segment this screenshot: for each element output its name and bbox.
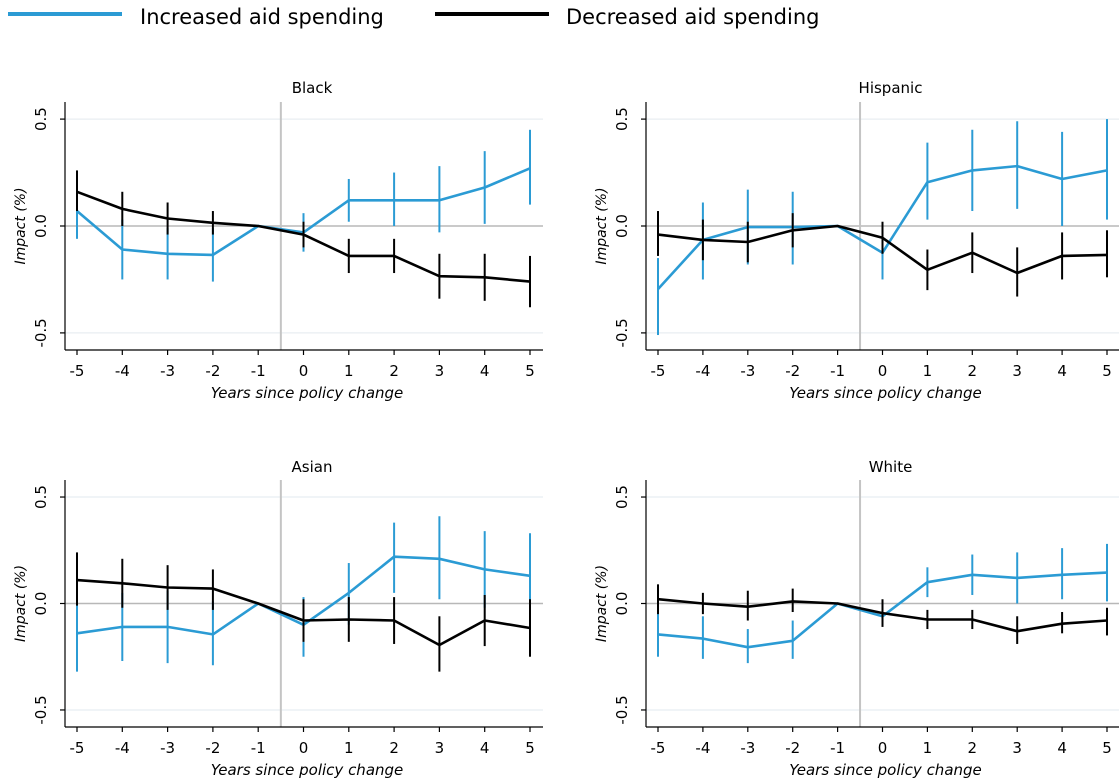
panel-black: Black -0.5 0.0 0.5 Impact (%) -5 -4 -3 -2 -1 0 1 2 3 4… <box>13 79 543 402</box>
y-tick-label: -0.5 <box>32 695 50 724</box>
x-axis-title: Years since policy change <box>211 761 404 779</box>
x-tick-label: -3 <box>160 739 175 757</box>
series-increased <box>76 516 531 672</box>
x-tick-label: 5 <box>525 739 535 757</box>
x-tick-label: -5 <box>651 362 666 380</box>
x-tick-label: -5 <box>651 739 666 757</box>
x-tick-label: 3 <box>435 362 445 380</box>
x-tick-label: 0 <box>299 739 309 757</box>
x-axis-title: Years since policy change <box>789 761 982 779</box>
panel-title: White <box>869 458 913 476</box>
x-axis-title: Years since policy change <box>211 384 404 402</box>
x-tick-label: -1 <box>251 739 266 757</box>
x-tick-label: -2 <box>785 362 800 380</box>
y-tick-label: 0.5 <box>613 485 631 509</box>
series-decreased <box>657 584 1108 644</box>
y-tick-label: 0.5 <box>613 107 631 131</box>
x-tick-label: 5 <box>525 362 535 380</box>
x-tick-label: -2 <box>205 362 220 380</box>
x-tick-label: 3 <box>1012 739 1022 757</box>
x-tick-label: -4 <box>115 362 130 380</box>
y-tick-label: 0.0 <box>613 592 631 616</box>
panel-white: White -0.5 0.0 0.5 Impact (%) -5 -4 -3 -2 -1 0 1 2 3 4… <box>594 458 1119 779</box>
x-tick-label: 4 <box>1057 739 1067 757</box>
x-tick-label: 2 <box>389 362 399 380</box>
x-tick-label: -5 <box>70 362 85 380</box>
legend: Increased aid spending Decreased aid spen… <box>8 5 819 29</box>
y-tick-label: 0.0 <box>613 214 631 238</box>
x-tick-label: -4 <box>695 739 710 757</box>
x-tick-label: 1 <box>344 739 354 757</box>
panel-title: Hispanic <box>859 79 923 97</box>
y-tick-label: 0.5 <box>32 107 50 131</box>
x-tick-label: 4 <box>1057 362 1067 380</box>
series-increased <box>76 129 531 282</box>
x-tick-label: 4 <box>480 739 490 757</box>
x-tick-label: 2 <box>389 739 399 757</box>
y-tick-label: -0.5 <box>613 318 631 347</box>
series-decreased <box>76 170 531 308</box>
y-axis-title: Impact (%) <box>594 187 610 264</box>
x-tick-label: 1 <box>923 739 933 757</box>
x-tick-label: -3 <box>160 362 175 380</box>
y-tick-label: 0.0 <box>32 592 50 616</box>
x-tick-label: -2 <box>785 739 800 757</box>
x-tick-label: 2 <box>968 362 978 380</box>
y-tick-label: 0.0 <box>32 214 50 238</box>
x-tick-label: 0 <box>878 739 888 757</box>
x-axis-title: Years since policy change <box>789 384 982 402</box>
x-tick-label: -4 <box>115 739 130 757</box>
x-tick-label: -1 <box>830 362 845 380</box>
x-tick-label: -1 <box>830 739 845 757</box>
x-tick-label: -4 <box>695 362 710 380</box>
y-axis-title: Impact (%) <box>13 565 29 642</box>
panel-asian: Asian -0.5 0.0 0.5 Impact (%) -5 -4 -3 -2 -1 0 1 2 3 4… <box>13 458 543 779</box>
legend-item: Increased aid spending <box>8 5 384 29</box>
x-tick-label: 4 <box>480 362 490 380</box>
x-tick-label: 1 <box>344 362 354 380</box>
panel-hispanic: Hispanic -0.5 0.0 0.5 Impact (%) -5 -4 -3 -2 -1 0 1… <box>594 79 1119 402</box>
series-decreased <box>657 211 1108 297</box>
x-tick-label: 0 <box>299 362 309 380</box>
x-tick-label: -3 <box>740 739 755 757</box>
y-tick-label: 0.5 <box>32 485 50 509</box>
x-tick-label: -2 <box>205 739 220 757</box>
x-tick-label: -3 <box>740 362 755 380</box>
legend-label: Increased aid spending <box>140 5 384 29</box>
panel-title: Asian <box>292 458 333 476</box>
series-decreased <box>76 552 531 672</box>
x-tick-label: 3 <box>1012 362 1022 380</box>
legend-item: Decreased aid spending <box>435 5 819 29</box>
x-tick-label: 5 <box>1102 739 1112 757</box>
panel-title: Black <box>292 79 333 97</box>
y-tick-label: -0.5 <box>613 695 631 724</box>
x-tick-label: 5 <box>1102 362 1112 380</box>
legend-label: Decreased aid spending <box>566 5 819 29</box>
x-tick-label: 2 <box>968 739 978 757</box>
x-tick-label: 1 <box>923 362 933 380</box>
x-tick-label: -1 <box>251 362 266 380</box>
x-tick-label: 0 <box>878 362 888 380</box>
x-tick-label: -5 <box>70 739 85 757</box>
y-axis-title: Impact (%) <box>594 565 610 642</box>
y-tick-label: -0.5 <box>32 318 50 347</box>
y-axis-title: Impact (%) <box>13 187 29 264</box>
x-tick-label: 3 <box>435 739 445 757</box>
